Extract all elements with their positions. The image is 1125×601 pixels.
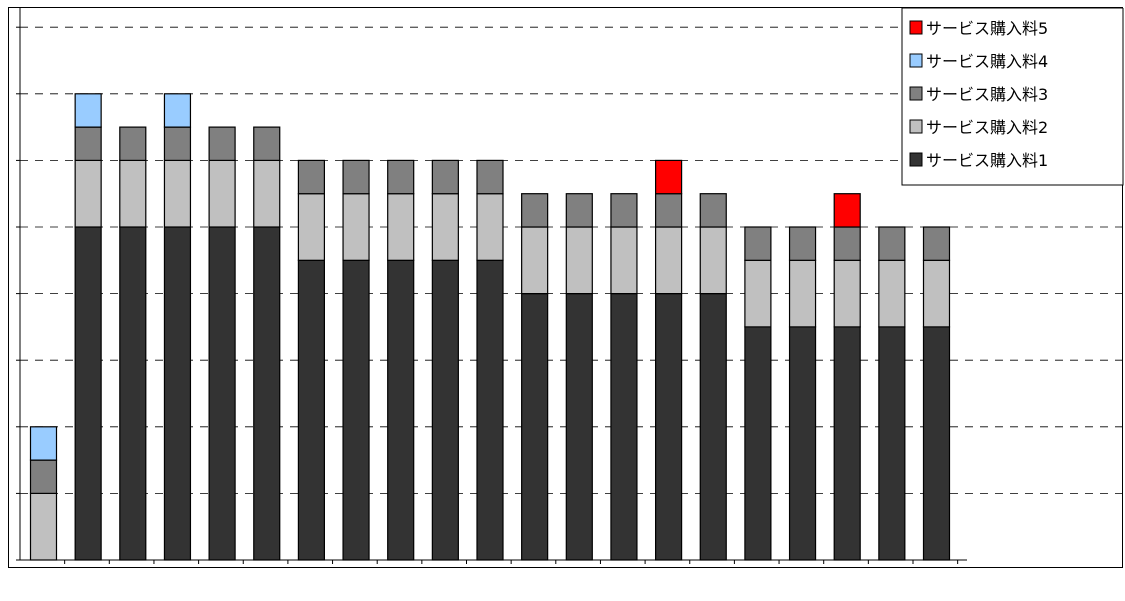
bar-segment xyxy=(253,226,281,561)
bar-segment xyxy=(74,93,102,128)
bar-segment xyxy=(699,193,727,228)
bar-segment xyxy=(387,259,415,561)
bar-segment xyxy=(610,193,638,228)
bar-segment xyxy=(788,259,817,328)
bar-segment xyxy=(208,126,236,161)
bar-segment xyxy=(922,326,951,561)
bar-segment xyxy=(922,226,951,261)
bar-segment xyxy=(788,226,817,261)
bar-segment xyxy=(699,293,727,561)
bar-segment xyxy=(297,193,325,261)
bar-segment xyxy=(654,193,683,228)
bar-segment xyxy=(833,259,861,328)
legend-swatch xyxy=(909,152,923,167)
legend: サービス購入料5 サービス購入料4 サービス購入料3 サービス購入料2 サービス購入料1 xyxy=(901,8,1124,186)
bar-segment xyxy=(833,193,861,228)
legend-entry: サービス購入料1 xyxy=(926,151,1048,170)
legend-entry: サービス購入料3 xyxy=(926,85,1048,104)
bar-segment xyxy=(833,226,861,261)
bar-segment xyxy=(878,226,906,261)
bar-segment xyxy=(788,326,817,561)
bar-segment xyxy=(163,159,192,228)
bar-segment xyxy=(833,326,861,561)
legend-swatch xyxy=(909,20,923,35)
bars xyxy=(29,93,951,561)
chart-frame: 初回1234567891011121314151617181920 サービス購入… xyxy=(8,7,1124,568)
bar-segment xyxy=(253,126,281,161)
bar-segment xyxy=(431,259,459,561)
bar-segment xyxy=(342,159,370,195)
bar-segment xyxy=(744,259,772,328)
legend-box xyxy=(901,8,1124,186)
bar-segment xyxy=(253,159,281,228)
bar-segment xyxy=(878,259,906,328)
bar-segment xyxy=(878,326,906,561)
bar-segment xyxy=(387,159,415,195)
bar-segment xyxy=(431,159,459,195)
bar-segment xyxy=(922,259,951,328)
bar-segment xyxy=(342,259,370,561)
bar-segment xyxy=(163,126,192,161)
bar-segment xyxy=(610,226,638,295)
legend-swatch xyxy=(909,53,923,68)
legend-entry: サービス購入料4 xyxy=(926,52,1048,71)
x-axis: 初回1234567891011121314151617181920 xyxy=(16,8,967,564)
bar-segment xyxy=(744,326,772,561)
bar-segment xyxy=(29,492,58,561)
bar-segment xyxy=(654,293,683,561)
bar-segment xyxy=(431,193,459,261)
bar-segment xyxy=(208,226,236,561)
bar-segment xyxy=(744,226,772,261)
bar-segment xyxy=(208,159,236,228)
bar-segment xyxy=(699,226,727,295)
bar-segment xyxy=(119,126,147,161)
bar-segment xyxy=(387,193,415,261)
bar-segment xyxy=(654,226,683,295)
bar-segment xyxy=(297,259,325,561)
bar-segment xyxy=(521,193,549,228)
bar-segment xyxy=(654,159,683,195)
bar-segment xyxy=(476,259,504,561)
legend-swatch xyxy=(909,119,923,134)
bar-segment xyxy=(521,226,549,295)
bar-segment xyxy=(29,426,58,461)
bar-segment xyxy=(610,293,638,561)
bar-segment xyxy=(119,226,147,561)
legend-entry: サービス購入料2 xyxy=(926,118,1048,137)
bar-segment xyxy=(74,159,102,228)
legend-swatch xyxy=(909,86,923,101)
bar-segment xyxy=(119,159,147,228)
bar-segment xyxy=(476,193,504,261)
bar-segment xyxy=(521,293,549,561)
bar-segment xyxy=(565,193,593,228)
stacked-bar-chart: 初回1234567891011121314151617181920 サービス購入… xyxy=(16,8,1124,564)
bar-segment xyxy=(74,226,102,561)
bar-segment xyxy=(297,159,325,195)
legend-entry: サービス購入料5 xyxy=(926,19,1048,38)
bar-segment xyxy=(342,193,370,261)
bar-segment xyxy=(163,93,192,128)
bar-segment xyxy=(74,126,102,161)
bar-segment xyxy=(565,226,593,295)
bar-segment xyxy=(29,459,58,495)
bar-segment xyxy=(163,226,192,561)
bar-segment xyxy=(476,159,504,195)
bar-segment xyxy=(565,293,593,561)
